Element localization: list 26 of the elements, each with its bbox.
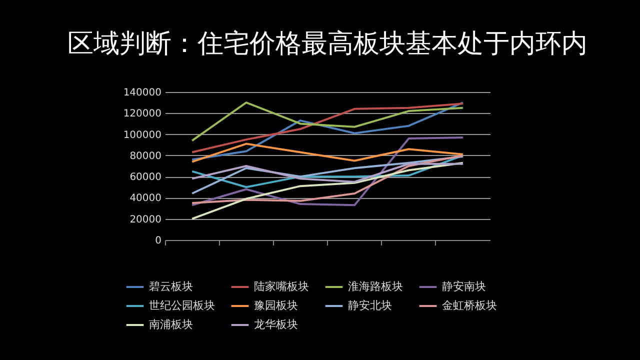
y-tick-label: 140000 bbox=[123, 88, 162, 98]
legend-label: 淮海路板块 bbox=[348, 280, 403, 293]
line-series bbox=[191, 162, 464, 220]
line-series bbox=[191, 155, 464, 194]
line-series bbox=[191, 136, 464, 206]
legend-label: 南浦板块 bbox=[149, 318, 193, 331]
chart-title: 区域判断：住宅价格最高板块基本处于内环内 bbox=[68, 29, 588, 59]
line-series bbox=[191, 142, 464, 163]
legend-label: 碧云板块 bbox=[149, 280, 193, 293]
line-series bbox=[191, 154, 464, 204]
y-tick-label: 20000 bbox=[130, 214, 162, 226]
line-series bbox=[191, 162, 464, 183]
legend-label: 静安南块 bbox=[442, 280, 486, 293]
legend-label: 龙华板块 bbox=[254, 318, 298, 331]
legend-label: 陆家嘴板块 bbox=[254, 280, 309, 293]
y-tick-label: 40000 bbox=[130, 193, 162, 204]
line-series bbox=[191, 102, 464, 142]
y-tick-label: 60000 bbox=[130, 172, 162, 184]
y-tick-label: 120000 bbox=[123, 108, 162, 120]
legend-label: 世纪公园板块 bbox=[149, 299, 215, 312]
y-tick-label: 100000 bbox=[123, 130, 162, 141]
legend-label: 金虹桥板块 bbox=[442, 299, 497, 312]
legend-label: 静安北块 bbox=[348, 299, 392, 312]
y-tick-label: 80000 bbox=[130, 150, 162, 162]
y-tick-label: 0 bbox=[155, 236, 162, 246]
legend-label: 豫园板块 bbox=[254, 299, 298, 312]
